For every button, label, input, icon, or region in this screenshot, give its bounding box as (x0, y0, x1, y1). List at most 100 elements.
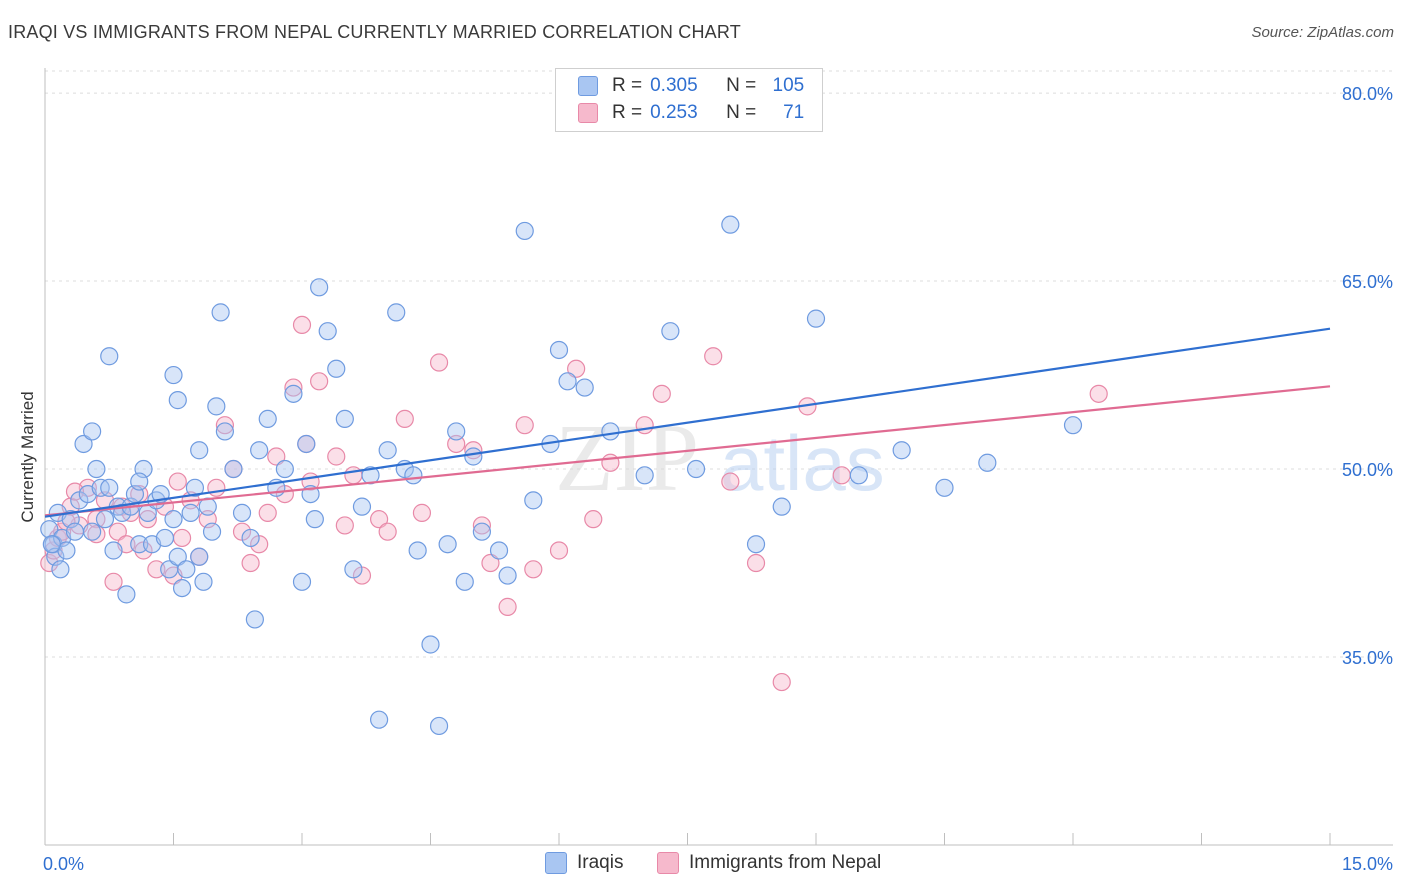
chart-title: IRAQI VS IMMIGRANTS FROM NEPAL CURRENTLY… (8, 22, 741, 42)
iraqis-point (464, 447, 483, 466)
tick-labels: 35.0% 50.0% 65.0% 80.0% 0.0% 15.0% Currently M… (18, 84, 1393, 874)
legend-row-nepal: R = 0.253 N = 71 (578, 100, 804, 126)
nepal-points (40, 315, 1108, 692)
iraqis-point (601, 422, 620, 441)
iraqis-point (117, 585, 136, 604)
iraqis-point (211, 303, 230, 322)
iraqis-point (275, 459, 294, 479)
iraqis-point (95, 510, 115, 529)
iraqis-point (51, 560, 70, 579)
nepal-point (746, 553, 766, 573)
nepal-point (310, 372, 329, 391)
y-tick-label: 35.0% (1342, 648, 1393, 668)
n-label: N = (726, 75, 757, 96)
nepal-point (104, 572, 123, 591)
iraqis-point (489, 541, 509, 560)
nepal-point (241, 553, 260, 573)
iraqis-point (352, 497, 372, 516)
n-label: N = (726, 102, 757, 123)
n-value-nepal: 71 (783, 102, 805, 123)
source-credit: Source: ZipAtlas.com (1251, 24, 1394, 41)
nepal-point (292, 315, 312, 335)
iraqis-swatch (578, 76, 598, 96)
y-tick-label: 80.0% (1342, 84, 1393, 104)
iraqis-point (164, 365, 183, 385)
iraqis-point (207, 397, 226, 416)
iraqis-point (172, 578, 192, 598)
r-label: R = (612, 75, 643, 96)
iraqis-point (498, 566, 517, 585)
iraqis-point (772, 497, 791, 516)
iraqis-point (387, 303, 406, 322)
legend-row-iraqis: R = 0.305 N = 105 (578, 73, 804, 99)
iraqis-point (181, 503, 200, 522)
iraqis-point (190, 441, 209, 460)
iraqis-point (378, 441, 397, 460)
iraqis-points (40, 215, 1083, 736)
iraqis-point (65, 522, 85, 541)
iraqis-point (472, 522, 491, 541)
iraqis-point (310, 278, 329, 297)
iraqis-point (806, 309, 826, 328)
iraqis-point (721, 215, 740, 234)
iraqis-point (83, 422, 102, 441)
iraqis-point (524, 491, 543, 510)
iraqis-point (746, 535, 766, 554)
iraqis-point (558, 372, 577, 391)
iraqis-point (447, 422, 466, 441)
iraqis-trend-line (44, 327, 1331, 518)
legend-item-nepal: Immigrants from Nepal (657, 852, 881, 874)
y-tick-label: 50.0% (1342, 460, 1393, 480)
iraqis-point (292, 572, 312, 591)
iraqis-point (575, 378, 594, 397)
iraqis-point (318, 322, 337, 341)
iraqis-point (104, 541, 123, 560)
iraqis-point (258, 409, 277, 429)
iraqis-point (408, 541, 427, 560)
nepal-point (284, 378, 303, 397)
nepal-legend-swatch (657, 852, 679, 874)
nepal-point (1089, 384, 1108, 403)
r-value-iraqis: 0.305 (650, 75, 698, 96)
legend-item-iraqis: Iraqis (545, 852, 623, 874)
nepal-point (498, 597, 517, 616)
y-axis-label: Currently Married (18, 391, 37, 522)
iraqis-point (194, 572, 213, 591)
iraqis-point (250, 441, 269, 460)
iraqis-point (40, 520, 59, 539)
nepal-point (215, 416, 234, 435)
nepal-point (172, 528, 192, 548)
iraqis-point (935, 478, 954, 497)
iraqis-point (87, 459, 106, 479)
iraqis-point (168, 547, 187, 566)
iraqis-point (455, 572, 474, 591)
iraqis-point (215, 422, 234, 441)
iraqis-point (549, 340, 569, 360)
iraqis-point (849, 466, 868, 485)
nepal-point (168, 472, 187, 491)
iraqis-point (100, 478, 119, 497)
iraqis-point (284, 384, 303, 403)
nepal-point (258, 503, 277, 522)
iraqis-legend-swatch (545, 852, 567, 874)
iraqis-point (635, 466, 654, 485)
iraqis-point (404, 466, 423, 485)
iraqis-point (74, 434, 93, 454)
nepal-point (344, 466, 363, 485)
trend-lines (44, 327, 1331, 518)
nepal-point (721, 472, 740, 491)
nepal-point (447, 434, 466, 454)
nepal-point (481, 553, 500, 573)
nepal-point (412, 503, 432, 522)
nepal-point (395, 409, 414, 429)
iraqis-point (241, 528, 260, 548)
nepal-point (584, 510, 603, 529)
iraqis-point (232, 503, 252, 522)
nepal-point (601, 453, 620, 472)
nepal-legend-label: Immigrants from Nepal (689, 852, 882, 873)
stats-legend: R = 0.305 N = 105 R = 0.253 N = 71 (555, 68, 823, 132)
iraqis-point (190, 547, 209, 566)
nepal-point (772, 672, 791, 692)
nepal-point (108, 522, 127, 541)
y-tick-label: 65.0% (1342, 272, 1393, 292)
